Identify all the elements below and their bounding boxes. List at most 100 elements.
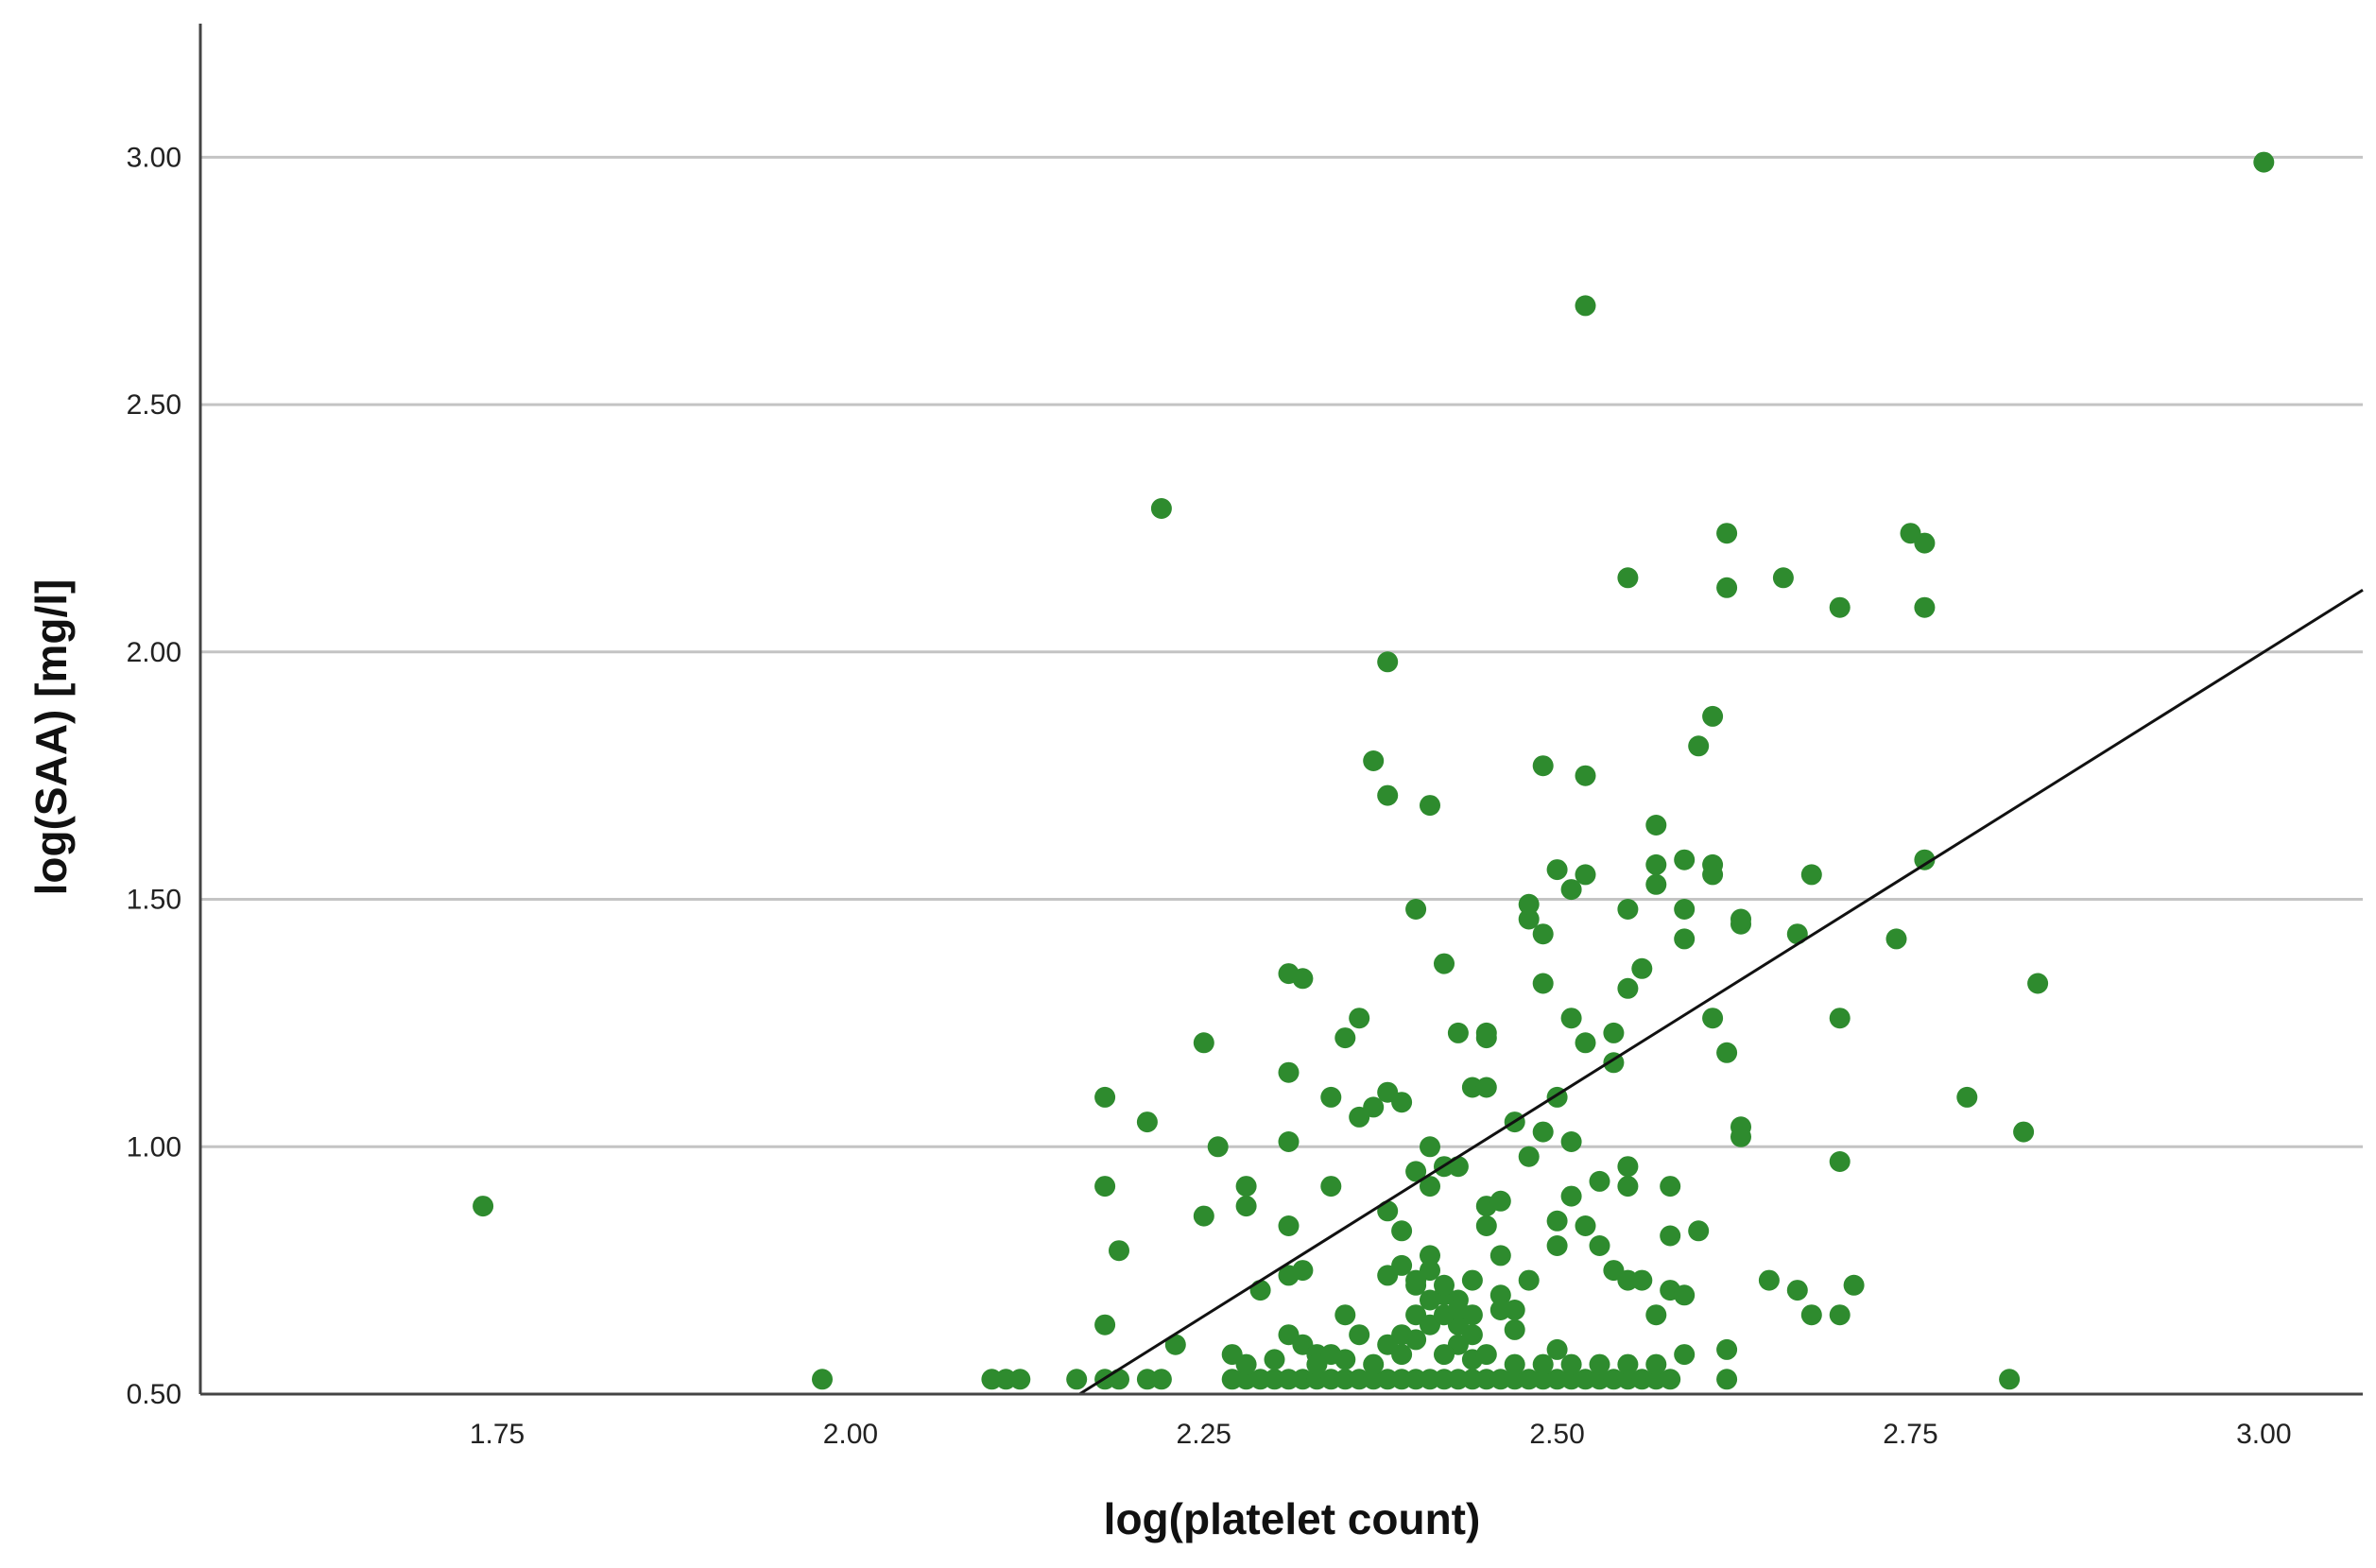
data-point xyxy=(1136,1111,1158,1133)
data-point xyxy=(1532,923,1554,945)
data-point xyxy=(1109,1240,1129,1262)
data-point xyxy=(1674,928,1696,950)
data-point xyxy=(1405,1269,1427,1291)
data-point xyxy=(1660,1369,1681,1390)
data-point xyxy=(1278,1215,1300,1236)
data-point xyxy=(1066,1369,1088,1390)
data-point xyxy=(1377,1334,1399,1355)
data-point xyxy=(1716,1042,1738,1063)
data-point xyxy=(1702,864,1724,886)
data-point xyxy=(2253,151,2275,173)
data-point xyxy=(1094,1086,1116,1108)
data-point xyxy=(1702,705,1724,727)
x-tick-label: 1.75 xyxy=(470,1419,525,1450)
data-point xyxy=(1645,873,1667,895)
data-point xyxy=(473,1196,494,1217)
data-point xyxy=(1589,1170,1610,1192)
fit-line-group xyxy=(1078,588,2364,1396)
data-point xyxy=(1702,1008,1724,1029)
data-point xyxy=(1292,968,1314,990)
y-tick-label: 1.50 xyxy=(127,885,181,916)
data-point xyxy=(1688,1220,1710,1242)
data-point xyxy=(1363,1096,1385,1118)
data-point xyxy=(1800,864,1822,886)
data-point xyxy=(1786,1280,1808,1301)
data-point xyxy=(1278,1061,1300,1083)
data-point xyxy=(1420,1245,1440,1266)
data-point xyxy=(1575,1032,1596,1054)
data-point xyxy=(1489,1284,1511,1306)
x-tick-label: 2.25 xyxy=(1177,1419,1231,1450)
data-point xyxy=(1885,928,1907,950)
data-point xyxy=(1447,1156,1469,1178)
data-point xyxy=(1164,1334,1186,1355)
data-point xyxy=(1377,784,1399,806)
data-point xyxy=(1363,750,1385,771)
data-point xyxy=(1193,1205,1214,1227)
data-point xyxy=(1235,1196,1257,1217)
data-point xyxy=(1617,977,1639,999)
data-point xyxy=(1475,1344,1497,1366)
x-tick-label: 2.00 xyxy=(823,1419,878,1450)
data-point xyxy=(1589,1235,1610,1256)
data-point xyxy=(1461,1269,1483,1291)
y-axis-title: log(SAA) [mg/l] xyxy=(26,579,76,896)
data-point xyxy=(1235,1176,1257,1198)
data-point xyxy=(1518,1269,1540,1291)
data-point xyxy=(1546,1338,1568,1360)
data-point xyxy=(1617,567,1639,589)
x-axis-title: log(platelet count) xyxy=(1104,1494,1481,1543)
data-point xyxy=(1094,1314,1116,1335)
data-point xyxy=(1914,849,1936,870)
data-point xyxy=(1391,1254,1413,1276)
data-point xyxy=(1560,1353,1582,1375)
data-point xyxy=(1716,1369,1738,1390)
data-point xyxy=(1730,908,1751,930)
data-point xyxy=(1674,1344,1696,1366)
data-point xyxy=(1532,973,1554,994)
data-point xyxy=(1504,1353,1525,1375)
data-point xyxy=(1420,1136,1440,1158)
data-point xyxy=(1843,1274,1865,1296)
data-point xyxy=(1575,295,1596,317)
data-point xyxy=(1575,765,1596,786)
data-point xyxy=(1532,1353,1554,1375)
data-point xyxy=(1434,1274,1455,1296)
data-point xyxy=(1405,1161,1427,1182)
data-point xyxy=(1447,1022,1469,1043)
y-tick-label: 3.00 xyxy=(127,142,181,173)
gridlines xyxy=(200,155,2363,1148)
data-point xyxy=(1377,1200,1399,1222)
data-point xyxy=(1688,735,1710,757)
data-point xyxy=(1377,651,1399,673)
data-point xyxy=(1674,849,1696,870)
data-point xyxy=(1575,864,1596,886)
data-point xyxy=(1532,755,1554,777)
data-point xyxy=(1461,1324,1483,1346)
data-point xyxy=(1617,1353,1639,1375)
data-point xyxy=(1320,1086,1342,1108)
data-point xyxy=(1546,1210,1568,1232)
data-point xyxy=(1829,1304,1851,1326)
data-point xyxy=(1405,899,1427,920)
data-point xyxy=(1009,1369,1031,1390)
x-tick-labels: 1.75 2.00 2.25 2.50 2.75 3.00 xyxy=(470,1419,2292,1450)
data-point xyxy=(1249,1280,1271,1301)
data-point xyxy=(1772,567,1794,589)
data-point xyxy=(1829,1151,1851,1172)
data-point xyxy=(1829,596,1851,618)
y-tick-label: 2.00 xyxy=(127,637,181,668)
data-point xyxy=(1094,1176,1116,1198)
data-point xyxy=(1617,1176,1639,1198)
data-point xyxy=(1334,1027,1356,1049)
data-point xyxy=(1560,1131,1582,1152)
data-point xyxy=(1999,1369,2021,1390)
data-point xyxy=(1645,815,1667,836)
data-point xyxy=(1489,1245,1511,1266)
data-point xyxy=(1674,1284,1696,1306)
data-point xyxy=(1617,1156,1639,1178)
data-point xyxy=(1829,1008,1851,1029)
data-point xyxy=(1758,1269,1780,1291)
